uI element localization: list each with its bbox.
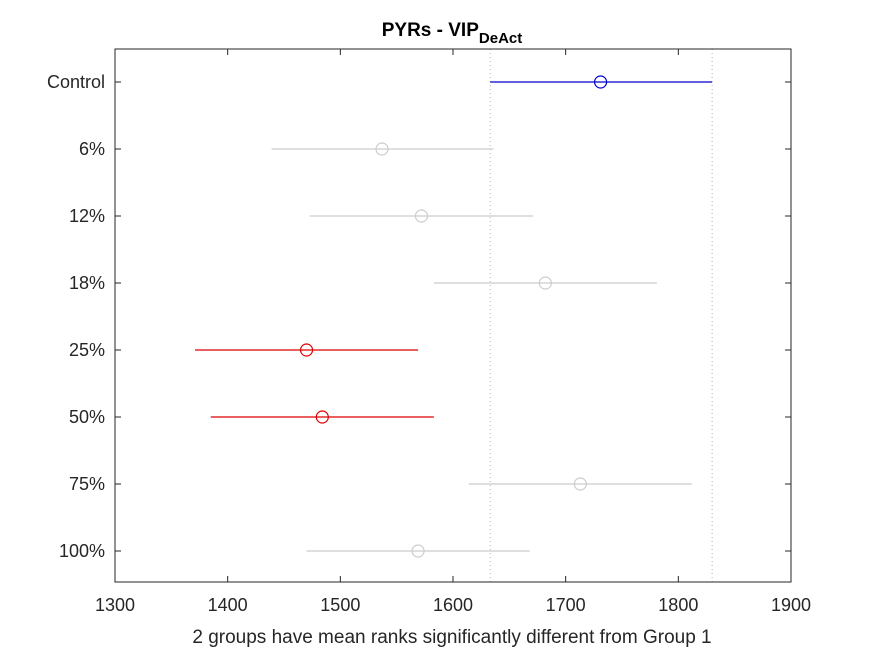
x-axis-ticks: 1300 1400 1500 1600 1700 1800 1900 (95, 49, 811, 615)
mean-marker (593, 75, 608, 89)
group-intervals (194, 75, 713, 558)
mean-marker (573, 477, 587, 491)
reference-lines (489, 49, 713, 582)
chart-title-subscript: DeAct (479, 30, 522, 47)
mean-marker (414, 209, 429, 223)
y-tick-label: Control (47, 72, 105, 92)
x-axis-label: 2 groups have mean ranks significantly d… (192, 627, 711, 648)
chart-title: PYRs - VIPDeAct (382, 20, 523, 47)
y-tick-label: 100% (59, 541, 105, 561)
x-tick-label: 1900 (771, 595, 811, 615)
x-tick-label: 1600 (433, 595, 473, 615)
y-tick-label: 25% (69, 340, 105, 360)
mean-marker (299, 343, 314, 357)
chart-title-main: PYRs - VIP (382, 20, 479, 41)
x-tick-label: 1700 (546, 595, 586, 615)
y-tick-label: 12% (69, 206, 105, 226)
x-tick-label: 1500 (320, 595, 360, 615)
y-tick-label: 75% (69, 474, 105, 494)
y-tick-label: 18% (69, 273, 105, 293)
y-tick-label: 50% (69, 407, 105, 427)
x-tick-label: 1800 (658, 595, 698, 615)
mean-marker (315, 410, 329, 424)
mean-marker (538, 276, 552, 290)
x-tick-label: 1300 (95, 595, 135, 615)
y-axis-ticks: Control 6% 12% 18% 25% 50% 75% 100% (47, 72, 791, 561)
mean-marker (375, 142, 389, 156)
x-tick-label: 1400 (208, 595, 248, 615)
mean-marker (411, 544, 425, 558)
y-tick-label: 6% (79, 139, 105, 159)
